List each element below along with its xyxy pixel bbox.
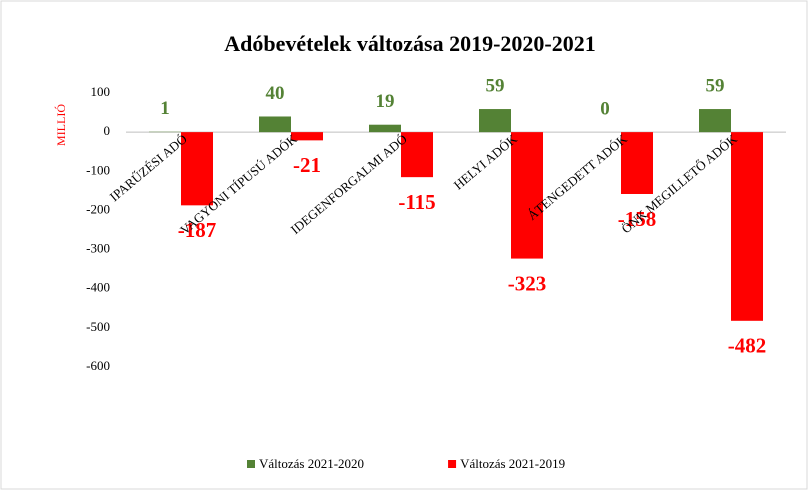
data-label: 59 (706, 75, 725, 96)
y-tick-label: -200 (86, 201, 110, 216)
bar (699, 109, 731, 133)
data-label: -482 (728, 334, 767, 358)
data-label: -21 (293, 153, 321, 177)
legend-label: Változás 2021-2019 (460, 456, 565, 471)
legend-swatch (448, 460, 457, 468)
y-tick-label: -600 (86, 358, 110, 373)
data-label: 19 (376, 91, 395, 112)
bar (181, 132, 213, 206)
data-label: 59 (486, 75, 505, 96)
data-label: -158 (618, 207, 657, 231)
bar (621, 132, 653, 194)
bar (731, 132, 763, 321)
data-label: 40 (266, 83, 285, 104)
data-label: 0 (600, 99, 610, 120)
y-axis-label: MILLIÓ (54, 104, 68, 146)
data-label: 1 (160, 98, 170, 119)
y-tick-label: -300 (86, 241, 110, 256)
bar (479, 109, 511, 133)
y-tick-label: -100 (86, 162, 110, 177)
legend-swatch (247, 460, 255, 468)
legend-label: Változás 2021-2020 (259, 456, 364, 471)
bar (259, 116, 291, 133)
bar (369, 124, 401, 133)
bar (291, 132, 323, 141)
y-tick-label: -400 (86, 280, 110, 295)
data-label: -115 (398, 190, 435, 214)
bar (401, 132, 433, 178)
data-label: -323 (508, 271, 547, 295)
data-label: -187 (178, 218, 217, 242)
y-tick-label: -500 (86, 319, 110, 334)
y-tick-label: 100 (91, 84, 111, 99)
bar (511, 132, 543, 259)
chart-title: Adóbevételek változása 2019-2020-2021 (224, 31, 596, 56)
y-tick-label: 0 (104, 123, 111, 138)
